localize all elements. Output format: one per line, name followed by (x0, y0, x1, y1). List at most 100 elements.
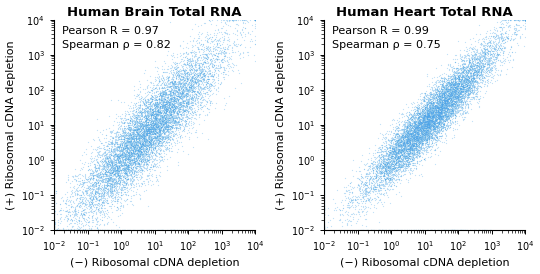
Point (207, 35, 216, 39)
Point (50, 118, 58, 123)
Point (403, 145, 412, 150)
Point (128, 153, 137, 157)
Point (389, 154, 398, 159)
Point (50, 129, 58, 133)
Point (495, 46, 504, 50)
Point (423, 123, 431, 127)
Point (473, 73, 482, 77)
Point (320, 191, 328, 195)
Point (388, 166, 397, 170)
Point (425, 122, 434, 127)
Point (181, 72, 190, 76)
Point (198, 68, 206, 73)
Point (126, 149, 134, 153)
Point (156, 98, 164, 102)
Point (171, 114, 179, 118)
Point (494, 73, 503, 78)
Point (494, 53, 503, 57)
Point (182, 104, 191, 108)
Point (172, 104, 180, 108)
Point (129, 155, 137, 160)
Point (122, 148, 131, 153)
Point (124, 137, 133, 142)
Point (121, 128, 130, 132)
Point (100, 203, 109, 207)
Point (347, 187, 356, 191)
Point (397, 156, 406, 161)
Point (131, 143, 140, 147)
Point (465, 80, 474, 84)
Point (433, 228, 441, 232)
Point (461, 76, 470, 80)
Point (393, 169, 402, 173)
Point (115, 175, 124, 179)
Point (485, 65, 494, 70)
Point (488, 30, 497, 35)
Point (404, 141, 413, 145)
Point (148, 108, 157, 112)
Point (135, 157, 144, 162)
Point (420, 112, 428, 117)
Point (423, 135, 432, 139)
Point (162, 109, 171, 113)
Point (492, 45, 501, 50)
Point (401, 153, 409, 158)
Point (138, 142, 147, 146)
Point (400, 161, 408, 165)
Point (50, 216, 58, 221)
Point (391, 135, 400, 139)
Point (442, 112, 450, 116)
Point (182, 87, 191, 91)
Point (363, 192, 372, 196)
Point (163, 164, 172, 169)
Point (149, 112, 158, 117)
Point (320, 212, 328, 216)
Point (432, 96, 441, 100)
Point (418, 139, 427, 144)
Point (443, 74, 452, 78)
Point (400, 139, 408, 144)
Point (320, 225, 328, 229)
Point (411, 127, 420, 131)
Point (320, 203, 328, 208)
Point (50, 200, 58, 204)
Point (441, 87, 449, 91)
Point (435, 92, 443, 96)
Point (110, 160, 118, 165)
Point (408, 148, 417, 152)
Point (177, 116, 185, 121)
Point (50, 222, 58, 226)
Point (96, 211, 105, 215)
Point (418, 136, 427, 141)
Point (403, 125, 411, 129)
Point (418, 131, 427, 135)
Point (400, 150, 408, 155)
Point (414, 108, 423, 113)
Point (421, 103, 429, 107)
Point (320, 130, 328, 134)
Point (482, 70, 491, 74)
Point (199, 61, 207, 65)
Point (213, 38, 221, 42)
Point (392, 153, 401, 157)
Point (406, 145, 414, 150)
Point (165, 89, 174, 94)
Point (489, 64, 498, 69)
Point (393, 142, 401, 147)
Point (400, 122, 408, 126)
Point (451, 103, 460, 108)
Point (320, 228, 328, 232)
Point (50, 154, 58, 158)
Point (235, 31, 244, 35)
Point (456, 89, 465, 94)
Point (442, 95, 450, 99)
Point (67, 217, 76, 221)
Point (190, 90, 199, 94)
Point (428, 115, 436, 120)
Point (416, 111, 424, 116)
Point (152, 141, 161, 145)
Point (468, 88, 477, 93)
Point (478, 59, 487, 64)
Point (415, 140, 423, 145)
Point (401, 146, 410, 150)
